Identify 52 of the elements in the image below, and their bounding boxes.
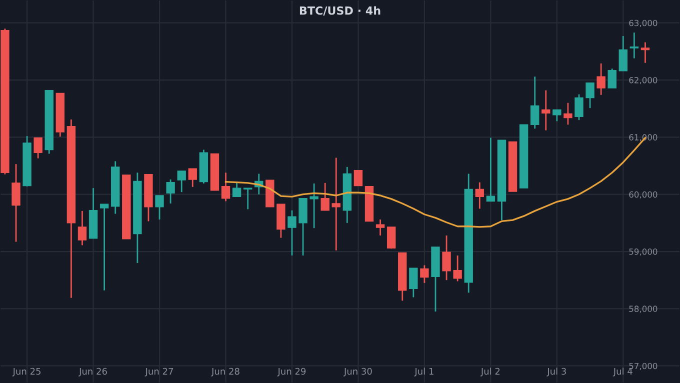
candlestick — [177, 170, 186, 193]
y-tick-label: 58,000 — [629, 306, 658, 313]
candlestick — [486, 137, 496, 202]
x-tick-label: Jun 28 — [211, 368, 240, 376]
x-tick-label: Jun 25 — [12, 368, 40, 376]
candlestick — [409, 267, 418, 298]
x-tick-label: Jul 2 — [480, 368, 500, 376]
candlestick — [386, 226, 396, 250]
candlestick — [618, 35, 628, 72]
candlestick — [232, 182, 242, 198]
candlestick — [564, 102, 572, 126]
candlestick — [34, 137, 42, 160]
y-tick-label: 61,000 — [629, 134, 658, 142]
candlestick — [376, 218, 385, 236]
candlestick — [78, 210, 87, 246]
x-tick-label: Jun 27 — [144, 368, 173, 376]
candlestick — [630, 32, 639, 59]
x-tick-label: Jun 26 — [78, 368, 107, 376]
candlestick — [12, 163, 20, 242]
y-tick-label: 63,000 — [629, 20, 658, 27]
candlestick — [243, 187, 252, 210]
candlestick — [166, 178, 175, 204]
y-tick-label: 62,000 — [629, 77, 658, 84]
candlestick — [420, 264, 429, 284]
candlestick — [354, 170, 363, 186]
candlestick — [442, 234, 451, 281]
candlestick — [288, 210, 296, 256]
candlestick — [100, 203, 109, 292]
candlestick — [530, 76, 540, 130]
candlestick — [475, 182, 484, 210]
candlestick — [542, 90, 550, 132]
y-tick-label: 59,000 — [629, 248, 658, 256]
candlestick — [608, 68, 616, 89]
candlestick — [552, 109, 562, 122]
x-tick-label: Jul 3 — [546, 368, 566, 376]
candlestick — [221, 172, 230, 202]
candlestick — [574, 94, 584, 121]
candlestick — [640, 42, 650, 64]
candlestick — [596, 62, 606, 96]
candlestick — [310, 182, 318, 229]
x-tick-label: Jun 29 — [277, 368, 306, 376]
candlestick — [155, 194, 164, 220]
y-tick-label: 57,000 — [629, 362, 658, 370]
candlestick — [453, 254, 462, 282]
x-tick-label: Jun 30 — [344, 368, 372, 376]
chart-title: BTC/USD · 4h — [300, 6, 380, 16]
candlestick — [586, 82, 594, 109]
y-tick-label: 60,000 — [629, 191, 658, 198]
candlestick — [332, 157, 340, 252]
x-tick-label: Jul 1 — [414, 368, 434, 376]
candlestick — [320, 182, 330, 212]
candlestick — [188, 168, 197, 188]
